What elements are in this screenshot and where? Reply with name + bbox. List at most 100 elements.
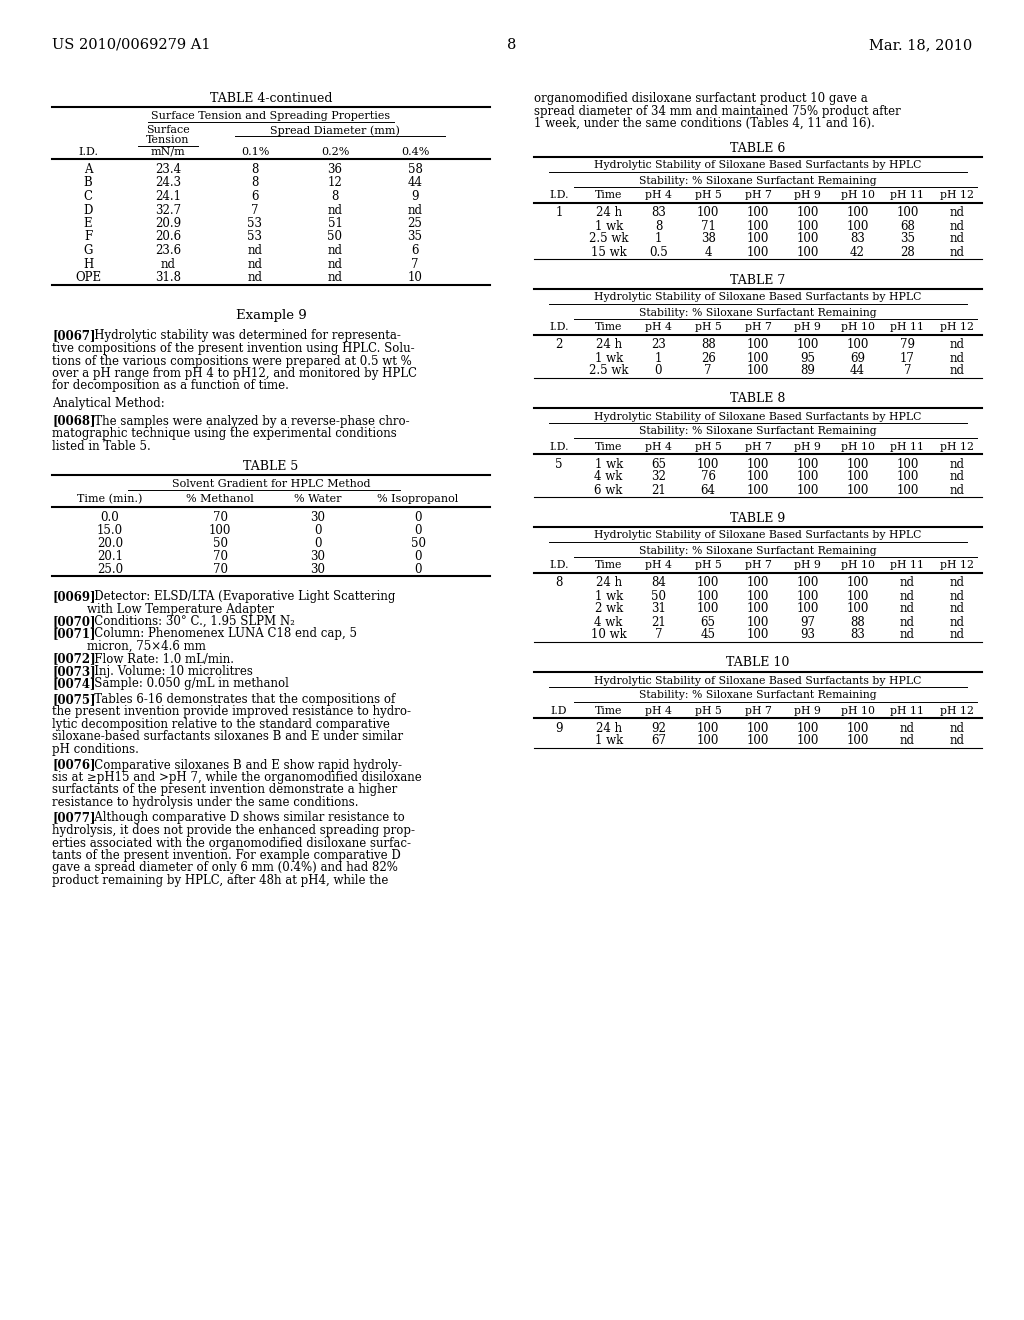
Text: 44: 44 (850, 364, 865, 378)
Text: nd: nd (949, 219, 965, 232)
Text: 100: 100 (746, 364, 769, 378)
Text: 30: 30 (310, 564, 326, 576)
Text: 50: 50 (213, 537, 227, 550)
Text: 5: 5 (555, 458, 562, 470)
Text: 31: 31 (651, 602, 666, 615)
Text: pH 4: pH 4 (645, 441, 672, 451)
Text: 4 wk: 4 wk (595, 470, 623, 483)
Text: F: F (84, 231, 92, 243)
Text: 100: 100 (896, 206, 919, 219)
Text: nd: nd (949, 615, 965, 628)
Text: Time: Time (595, 705, 623, 715)
Text: 32: 32 (651, 470, 666, 483)
Text: 100: 100 (847, 458, 868, 470)
Text: [0077]: [0077] (52, 812, 95, 825)
Text: 100: 100 (797, 232, 819, 246)
Text: nd: nd (248, 271, 262, 284)
Text: nd: nd (408, 203, 423, 216)
Text: 50: 50 (651, 590, 666, 602)
Text: 0: 0 (415, 524, 422, 537)
Text: the present invention provide improved resistance to hydro-: the present invention provide improved r… (52, 705, 411, 718)
Text: 64: 64 (700, 483, 716, 496)
Text: 100: 100 (697, 590, 720, 602)
Text: 100: 100 (746, 458, 769, 470)
Text: Time (min.): Time (min.) (78, 494, 142, 504)
Text: pH 7: pH 7 (744, 190, 771, 201)
Text: 0: 0 (654, 364, 663, 378)
Text: 95: 95 (801, 351, 815, 364)
Text: nd: nd (248, 257, 262, 271)
Text: pH 9: pH 9 (795, 190, 821, 201)
Text: 100: 100 (797, 590, 819, 602)
Text: pH 4: pH 4 (645, 322, 672, 333)
Text: nd: nd (949, 364, 965, 378)
Text: Hydrolytic Stability of Siloxane Based Surfactants by HPLC: Hydrolytic Stability of Siloxane Based S… (594, 531, 922, 540)
Text: 28: 28 (900, 246, 914, 259)
Text: I.D.: I.D. (549, 561, 568, 570)
Text: 100: 100 (847, 722, 868, 734)
Text: 31.8: 31.8 (155, 271, 181, 284)
Text: Hydrolytic Stability of Siloxane Based Surfactants by HPLC: Hydrolytic Stability of Siloxane Based S… (594, 161, 922, 170)
Text: [0076]: [0076] (52, 759, 95, 771)
Text: 8: 8 (654, 219, 663, 232)
Text: 24 h: 24 h (596, 722, 622, 734)
Text: 65: 65 (651, 458, 666, 470)
Text: 6 wk: 6 wk (595, 483, 623, 496)
Text: nd: nd (328, 244, 342, 257)
Text: nd: nd (900, 590, 914, 602)
Text: 23: 23 (651, 338, 666, 351)
Text: 100: 100 (847, 734, 868, 747)
Text: pH 10: pH 10 (841, 705, 874, 715)
Text: pH 7: pH 7 (744, 322, 771, 333)
Text: 0: 0 (314, 537, 322, 550)
Text: 8: 8 (251, 162, 259, 176)
Text: 58: 58 (408, 162, 423, 176)
Text: Analytical Method:: Analytical Method: (52, 397, 165, 411)
Text: Stability: % Siloxane Surfactant Remaining: Stability: % Siloxane Surfactant Remaini… (639, 176, 877, 186)
Text: 88: 88 (850, 615, 865, 628)
Text: 10 wk: 10 wk (591, 628, 627, 642)
Text: 15 wk: 15 wk (591, 246, 627, 259)
Text: spread diameter of 34 mm and maintained 75% product after: spread diameter of 34 mm and maintained … (534, 104, 901, 117)
Text: 100: 100 (847, 470, 868, 483)
Text: pH 10: pH 10 (841, 190, 874, 201)
Text: 100: 100 (797, 470, 819, 483)
Text: nd: nd (949, 590, 965, 602)
Text: pH 11: pH 11 (890, 705, 925, 715)
Text: 100: 100 (797, 219, 819, 232)
Text: 44: 44 (408, 177, 423, 190)
Text: 1 wk: 1 wk (595, 590, 623, 602)
Text: 100: 100 (746, 338, 769, 351)
Text: pH 7: pH 7 (744, 561, 771, 570)
Text: 0: 0 (415, 564, 422, 576)
Text: erties associated with the organomodified disiloxane surfac-: erties associated with the organomodifie… (52, 837, 411, 850)
Text: 53: 53 (248, 231, 262, 243)
Text: 100: 100 (746, 351, 769, 364)
Text: mN/m: mN/m (151, 147, 185, 157)
Text: US 2010/0069279 A1: US 2010/0069279 A1 (52, 38, 211, 51)
Text: 7: 7 (654, 628, 663, 642)
Text: H: H (83, 257, 93, 271)
Text: I.D.: I.D. (549, 441, 568, 451)
Text: matographic technique using the experimental conditions: matographic technique using the experime… (52, 426, 396, 440)
Text: 100: 100 (797, 602, 819, 615)
Text: 0: 0 (314, 524, 322, 537)
Text: 7: 7 (412, 257, 419, 271)
Text: 1: 1 (654, 351, 663, 364)
Text: pH 12: pH 12 (940, 561, 974, 570)
Text: 79: 79 (900, 338, 914, 351)
Text: 42: 42 (850, 246, 865, 259)
Text: TABLE 4-continued: TABLE 4-continued (210, 92, 332, 106)
Text: Spread Diameter (mm): Spread Diameter (mm) (270, 125, 400, 136)
Text: [0068]: [0068] (52, 414, 95, 428)
Text: nd: nd (900, 602, 914, 615)
Text: nd: nd (949, 722, 965, 734)
Text: 35: 35 (900, 232, 914, 246)
Text: nd: nd (900, 628, 914, 642)
Text: 2.5 wk: 2.5 wk (589, 364, 629, 378)
Text: 17: 17 (900, 351, 914, 364)
Text: 100: 100 (847, 602, 868, 615)
Text: sis at ≥pH15 and >pH 7, while the organomodified disiloxane: sis at ≥pH15 and >pH 7, while the organo… (52, 771, 422, 784)
Text: [0071]: [0071] (52, 627, 95, 640)
Text: nd: nd (949, 206, 965, 219)
